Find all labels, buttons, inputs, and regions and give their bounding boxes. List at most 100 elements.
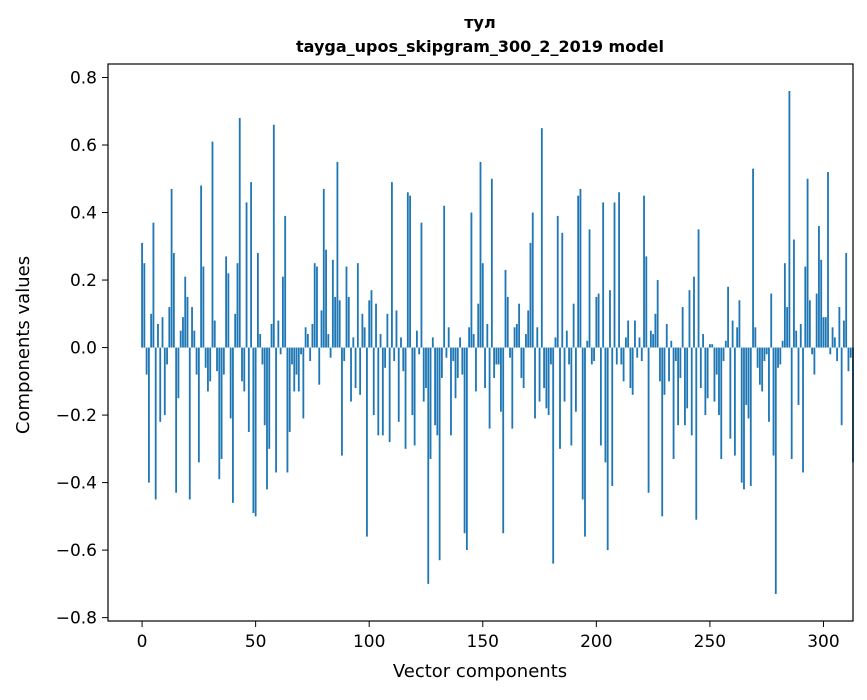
y-tick-label: −0.6: [56, 541, 97, 561]
bar-166: [518, 303, 521, 348]
bar-111: [393, 347, 396, 362]
bar-79: [320, 310, 323, 348]
bar-175: [538, 347, 541, 402]
bar-77: [316, 266, 318, 348]
bar-49: [252, 347, 255, 513]
bar-55: [266, 347, 268, 490]
bar-260: [731, 320, 734, 348]
bar-287: [793, 239, 795, 348]
bar-110: [391, 182, 393, 348]
bar-139: [456, 347, 459, 378]
bar-3: [147, 347, 150, 483]
bar-43: [238, 118, 241, 348]
bar-53: [261, 347, 264, 365]
bar-200: [595, 296, 598, 348]
bar-221: [643, 195, 645, 348]
bar-237: [679, 347, 682, 378]
x-tick-label: 250: [694, 632, 726, 652]
bar-119: [411, 347, 414, 416]
bar-262: [736, 327, 739, 348]
bar-253: [715, 347, 718, 375]
bar-256: [722, 347, 725, 362]
chart-title: тул: [464, 13, 495, 32]
bar-163: [511, 347, 514, 429]
bar-229: [661, 347, 664, 517]
bar-54: [263, 347, 266, 426]
bar-199: [593, 347, 595, 362]
bar-84: [331, 259, 334, 348]
bar-302: [827, 172, 829, 348]
bar-135: [447, 327, 450, 348]
bar-30: [209, 347, 212, 382]
bar-310: [845, 253, 848, 348]
bar-185: [561, 232, 564, 348]
bar-129: [434, 347, 436, 426]
bar-5: [152, 222, 155, 348]
bar-26: [200, 185, 203, 348]
bar-222: [645, 256, 648, 348]
bar-140: [459, 337, 461, 348]
bar-227: [656, 280, 659, 348]
bar-265: [743, 347, 745, 490]
bar-8: [159, 347, 162, 422]
bar-120: [413, 347, 416, 446]
bar-308: [840, 347, 843, 426]
bar-283: [783, 263, 786, 348]
bar-232: [668, 347, 670, 382]
bar-295: [811, 347, 814, 355]
bar-126: [427, 347, 430, 584]
bar-236: [677, 347, 680, 426]
bar-159: [502, 347, 505, 534]
bar-298: [818, 226, 820, 348]
bar-145: [470, 212, 473, 348]
bar-142: [463, 347, 466, 534]
bar-305: [833, 337, 836, 348]
bar-293: [806, 178, 809, 348]
bar-224: [649, 330, 652, 348]
bar-72: [304, 327, 307, 348]
bar-51: [257, 253, 259, 348]
bar-189: [570, 347, 573, 446]
bar-57: [270, 323, 273, 348]
bar-27: [202, 266, 205, 348]
bar-156: [495, 347, 498, 365]
bar-24: [195, 347, 198, 375]
bar-93: [352, 337, 355, 348]
bar-244: [695, 347, 698, 520]
bar-88: [341, 347, 343, 456]
bar-155: [493, 347, 496, 378]
bar-169: [525, 334, 527, 348]
bar-64: [286, 347, 289, 473]
bar-41: [234, 313, 237, 348]
bar-105: [379, 334, 382, 348]
bar-98: [363, 327, 366, 348]
bar-70: [300, 347, 302, 355]
bar-286: [790, 347, 793, 459]
bar-226: [654, 313, 657, 348]
bar-83: [329, 347, 332, 358]
bar-143: [465, 347, 468, 551]
bar-165: [515, 323, 518, 348]
bar-173: [534, 347, 536, 419]
bar-113: [397, 347, 400, 422]
bar-307: [838, 307, 841, 348]
bar-268: [749, 347, 752, 486]
bar-130: [436, 347, 439, 436]
bar-238: [681, 307, 684, 348]
bar-147: [475, 347, 477, 392]
bar-34: [218, 347, 221, 480]
bar-303: [829, 347, 832, 355]
bar-161: [506, 296, 509, 348]
bar-10: [163, 347, 166, 416]
y-tick-label: −0.4: [56, 474, 97, 494]
bar-131: [438, 347, 441, 561]
bar-80: [322, 188, 325, 348]
bar-91: [347, 296, 350, 348]
bar-195: [584, 347, 586, 537]
bar-122: [418, 347, 421, 355]
bar-168: [522, 347, 525, 389]
bar-267: [747, 347, 750, 419]
bar-67: [293, 347, 296, 392]
bar-31: [211, 141, 214, 348]
bar-288: [795, 330, 798, 348]
